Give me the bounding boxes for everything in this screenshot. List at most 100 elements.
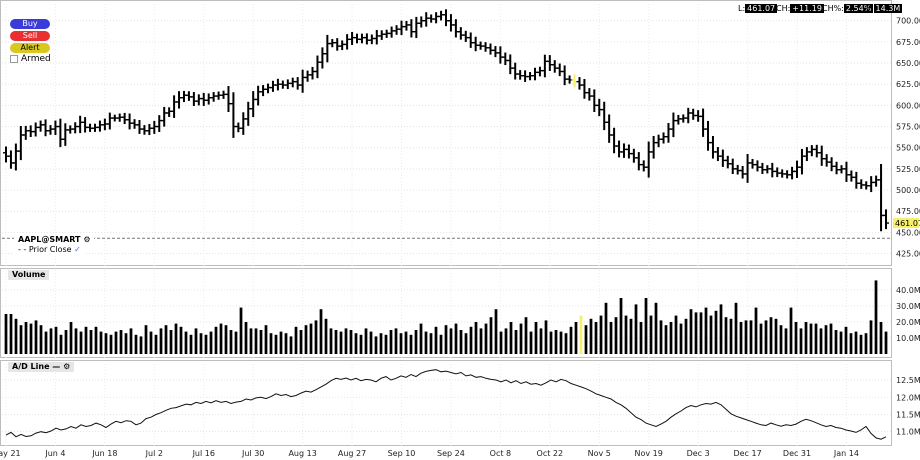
- volume-y-tick-label: 30.0M: [896, 302, 920, 311]
- volume-bar: [244, 322, 248, 354]
- volume-bar: [554, 330, 558, 354]
- ad-settings-icon[interactable]: ⚙: [63, 362, 71, 371]
- x-tick-label: Aug 13: [288, 449, 316, 458]
- volume-bar: [444, 325, 448, 354]
- volume-bar: [64, 330, 68, 354]
- volume-bar: [844, 326, 848, 354]
- volume-bar: [54, 326, 58, 354]
- x-tick-label: Jun 4: [44, 449, 65, 458]
- volume-bar: [779, 325, 783, 354]
- x-tick-label: Jul 16: [192, 449, 215, 458]
- ad-line-title-box: A/D Line — ⚙: [8, 362, 75, 372]
- x-tick-label: Sep 24: [437, 449, 465, 458]
- price-y-tick-label: 450.00: [896, 228, 920, 237]
- volume-bar: [24, 322, 28, 354]
- volume-bar: [449, 328, 453, 354]
- volume-bar: [709, 315, 713, 354]
- volume-bar: [94, 326, 98, 354]
- volume-bar: [699, 312, 703, 354]
- volume-bar: [329, 328, 333, 354]
- volume-bar: [164, 325, 168, 354]
- ad-line-panel[interactable]: [0, 360, 892, 446]
- volume-bar: [319, 309, 323, 354]
- volume-bar: [189, 334, 193, 354]
- volume-bar: [119, 330, 123, 354]
- volume-bar: [569, 326, 573, 354]
- volume-bar: [869, 320, 873, 354]
- x-tick-label: Dec 31: [783, 449, 811, 458]
- last-stat: L: 461.07: [738, 4, 778, 13]
- volume-bar: [284, 333, 288, 354]
- sell-button[interactable]: Sell: [10, 31, 50, 41]
- volume-bar: [99, 331, 103, 354]
- volume-bar: [529, 331, 533, 354]
- volume-bar: [624, 315, 628, 354]
- volume-bar: [564, 333, 568, 354]
- volume-bar: [49, 328, 53, 354]
- armed-toggle[interactable]: Armed: [10, 54, 51, 65]
- ad-line-series: [5, 369, 887, 440]
- volume-bar: [309, 323, 313, 354]
- volume-bar: [794, 322, 798, 354]
- volume-bar: [484, 323, 488, 354]
- volume-bar: [859, 334, 863, 354]
- volume-panel[interactable]: [0, 268, 892, 358]
- volume-bar: [544, 320, 548, 354]
- x-tick-label: Dec 17: [733, 449, 761, 458]
- volume-bar: [579, 315, 583, 354]
- volume-bar: [279, 331, 283, 354]
- volume-bar: [684, 318, 688, 354]
- x-tick-label: Jul 2: [145, 449, 163, 458]
- armed-checkbox-icon[interactable]: [10, 54, 18, 63]
- volume-bar: [619, 298, 623, 354]
- volume-bar: [599, 315, 603, 354]
- volume-bar: [459, 330, 463, 354]
- volume-bar: [154, 334, 158, 354]
- check-icon[interactable]: ✓: [74, 245, 81, 254]
- volume-bar: [419, 323, 423, 354]
- volume-bar: [524, 317, 528, 354]
- volume-bar: [464, 333, 468, 354]
- volume-bar: [864, 333, 868, 354]
- volume-bar: [384, 334, 388, 354]
- volume-bar: [299, 330, 303, 354]
- volume-bar: [704, 307, 708, 354]
- volume-bar: [749, 320, 753, 354]
- symbol-tag[interactable]: AAPL@SMART ⚙: [14, 235, 95, 245]
- ad-y-tick-label: 11.5M: [896, 410, 920, 419]
- volume-bar: [124, 333, 128, 354]
- price-panel[interactable]: [0, 0, 892, 266]
- volume-bar: [219, 323, 223, 354]
- change-stat: CH: +11.19: [776, 4, 824, 13]
- volume-bar: [339, 331, 343, 354]
- volume-bar: [229, 330, 233, 354]
- alert-button[interactable]: Alert: [10, 43, 50, 53]
- price-y-tick-label: 475.00: [896, 207, 920, 216]
- volume-bar: [184, 331, 188, 354]
- volume-bar: [29, 323, 33, 354]
- volume-bar: [874, 280, 878, 354]
- volume-bar: [694, 312, 698, 354]
- volume-bar: [259, 330, 263, 354]
- volume-bar: [174, 323, 178, 354]
- volume-bar: [879, 322, 883, 354]
- volume-bar: [399, 333, 403, 354]
- volume-bar: [304, 325, 308, 354]
- volume-bar: [504, 328, 508, 354]
- volume-bar: [59, 334, 63, 354]
- volume-bar: [149, 331, 153, 354]
- volume-bar: [109, 334, 113, 354]
- volume-bar: [604, 302, 608, 354]
- volume-bar: [289, 336, 293, 354]
- buy-button[interactable]: Buy: [10, 19, 50, 29]
- volume-bar: [204, 334, 208, 354]
- volume-bar: [614, 317, 618, 354]
- volume-bar: [294, 326, 298, 354]
- volume-bar: [324, 318, 328, 354]
- x-tick-label: Jan 14: [833, 449, 859, 458]
- volume-bar: [89, 330, 93, 354]
- symbol-settings-icon[interactable]: ⚙: [83, 235, 91, 244]
- volume-bar: [434, 326, 438, 354]
